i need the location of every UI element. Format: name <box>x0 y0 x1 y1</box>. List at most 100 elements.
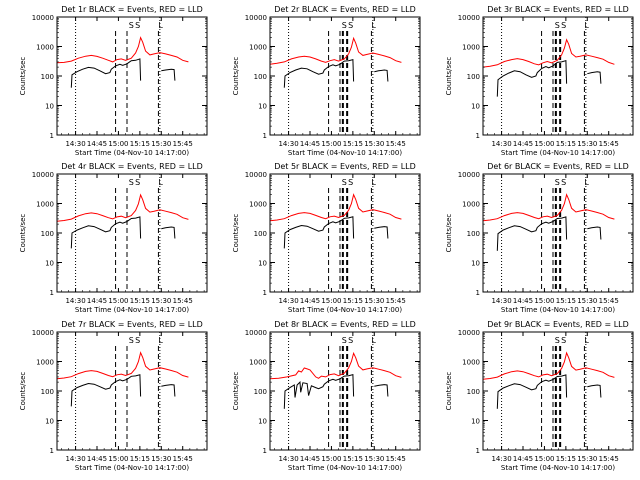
y-tick-label: 1000 <box>36 201 54 209</box>
x-tick-label: 15:15 <box>130 455 150 463</box>
x-tick-label: 15:00 <box>534 297 554 305</box>
y-tick-label: 10000 <box>32 329 54 337</box>
x-tick-label: 14:45 <box>300 297 320 305</box>
attenuator-label: S <box>129 336 134 345</box>
lld-series-line <box>56 36 189 64</box>
x-axis-title: Start Time (04-Nov-10 14:17:00) <box>288 149 402 157</box>
y-tick-label: 10000 <box>32 14 54 22</box>
y-axis-title: Counts/sec <box>19 214 27 253</box>
lld-series-line <box>269 351 402 380</box>
panel-title: Det 2r BLACK = Events, RED = LLD <box>274 5 416 14</box>
events-series-line <box>70 216 176 249</box>
attenuator-label: S <box>135 21 140 30</box>
lld-series-line <box>482 38 615 68</box>
x-axis-title: Start Time (04-Nov-10 14:17:00) <box>75 306 189 314</box>
attenuator-label: S <box>135 336 140 345</box>
x-tick-label: 15:00 <box>321 297 341 305</box>
panel-title: Det 5r BLACK = Events, RED = LLD <box>274 162 416 171</box>
y-tick-label: 10000 <box>245 329 267 337</box>
x-tick-label: 15:30 <box>151 455 171 463</box>
attenuator-label: L <box>371 178 376 187</box>
x-tick-label: 14:45 <box>87 455 107 463</box>
y-tick-label: 10 <box>471 418 480 426</box>
x-tick-label: 14:30 <box>491 297 511 305</box>
y-tick-label: 1 <box>476 132 480 140</box>
x-tick-label: 15:15 <box>130 297 150 305</box>
x-tick-label: 15:00 <box>534 140 554 148</box>
x-tick-label: 15:30 <box>364 455 384 463</box>
y-tick-label: 1 <box>50 289 54 297</box>
y-tick-label: 1 <box>263 289 267 297</box>
x-axis-title: Start Time (04-Nov-10 14:17:00) <box>75 464 189 472</box>
y-tick-label: 10000 <box>458 329 480 337</box>
y-tick-label: 10 <box>258 103 267 111</box>
y-axis-title: Counts/sec <box>19 372 27 411</box>
y-axis-title: Counts/sec <box>19 57 27 96</box>
events-series-line <box>283 373 389 409</box>
x-tick-label: 15:15 <box>556 455 576 463</box>
y-tick-label: 10000 <box>245 14 267 22</box>
y-tick-label: 1 <box>50 447 54 455</box>
x-tick-label: 15:45 <box>599 140 619 148</box>
x-tick-label: 15:30 <box>151 140 171 148</box>
attenuator-label: L <box>371 336 376 345</box>
y-tick-label: 100 <box>467 388 480 396</box>
x-tick-label: 14:45 <box>300 140 320 148</box>
y-tick-label: 1 <box>476 447 480 455</box>
x-tick-label: 15:30 <box>577 297 597 305</box>
x-tick-label: 15:00 <box>108 455 128 463</box>
panel-det-4: Det 4r BLACK = Events, RED = LLD S S L 1 10 10… <box>19 162 208 314</box>
x-axis-title: Start Time (04-Nov-10 14:17:00) <box>501 306 615 314</box>
attenuator-label: S <box>135 178 140 187</box>
x-tick-label: 14:30 <box>491 140 511 148</box>
panel-det-1: Det 1r BLACK = Events, RED = LLD S S L 1 10 10… <box>19 5 208 157</box>
events-series-line <box>70 374 176 407</box>
attenuator-label: S <box>342 21 347 30</box>
x-tick-label: 15:45 <box>599 297 619 305</box>
attenuator-label: L <box>584 178 589 187</box>
panel-title: Det 9r BLACK = Events, RED = LLD <box>487 320 629 329</box>
y-axis-title: Counts/sec <box>445 372 453 411</box>
lld-series-line <box>56 193 189 222</box>
x-axis-title: Start Time (04-Nov-10 14:17:00) <box>75 149 189 157</box>
y-tick-label: 10 <box>471 103 480 111</box>
panel-title: Det 3r BLACK = Events, RED = LLD <box>487 5 629 14</box>
x-tick-label: 15:15 <box>556 140 576 148</box>
x-tick-label: 14:30 <box>65 455 85 463</box>
panel-det-8: Det 8r BLACK = Events, RED = LLD S S L 1 10 10… <box>232 320 421 472</box>
panel-det-3: Det 3r BLACK = Events, RED = LLD S S L 1 10 10… <box>445 5 634 157</box>
x-tick-label: 15:30 <box>577 455 597 463</box>
x-axis-title: Start Time (04-Nov-10 14:17:00) <box>288 464 402 472</box>
y-tick-label: 10 <box>258 418 267 426</box>
panel-det-6: Det 6r BLACK = Events, RED = LLD S S L 1 10 10… <box>445 162 634 314</box>
y-axis-title: Counts/sec <box>232 214 240 253</box>
attenuator-label: S <box>348 178 353 187</box>
y-tick-label: 100 <box>254 73 267 81</box>
x-axis-title: Start Time (04-Nov-10 14:17:00) <box>288 306 402 314</box>
lld-series-line <box>269 36 402 65</box>
attenuator-label: S <box>555 178 560 187</box>
x-tick-label: 14:45 <box>513 455 533 463</box>
attenuator-label: L <box>584 21 589 30</box>
y-tick-label: 1 <box>263 132 267 140</box>
attenuator-label: L <box>158 178 163 187</box>
attenuator-label: S <box>348 21 353 30</box>
x-tick-label: 15:30 <box>364 140 384 148</box>
x-tick-label: 15:00 <box>534 455 554 463</box>
events-series-line <box>283 58 389 88</box>
lld-series-line <box>482 351 615 380</box>
attenuator-label: S <box>561 336 566 345</box>
panel-title: Det 1r BLACK = Events, RED = LLD <box>61 5 203 14</box>
x-tick-label: 14:30 <box>65 140 85 148</box>
y-axis-title: Counts/sec <box>445 214 453 253</box>
y-tick-label: 1000 <box>462 201 480 209</box>
y-tick-label: 1000 <box>36 44 54 52</box>
y-tick-label: 10000 <box>32 171 54 179</box>
x-tick-label: 15:45 <box>599 455 619 463</box>
y-tick-label: 10 <box>45 260 54 268</box>
y-tick-label: 10000 <box>245 171 267 179</box>
y-tick-label: 1 <box>50 132 54 140</box>
y-tick-label: 1000 <box>462 44 480 52</box>
x-tick-label: 14:30 <box>278 297 298 305</box>
